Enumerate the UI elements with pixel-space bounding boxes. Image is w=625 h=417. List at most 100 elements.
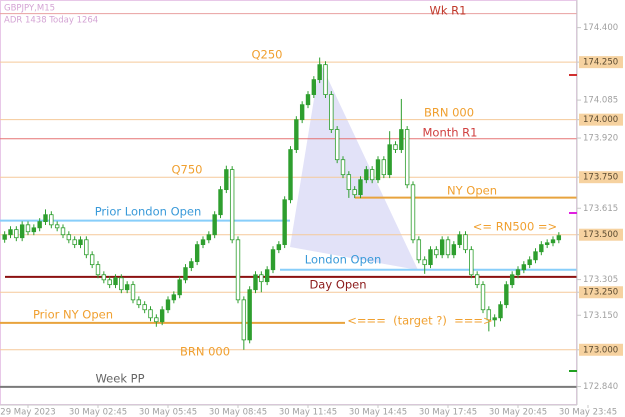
level-label: Week PP: [95, 372, 144, 386]
candle-body: [124, 284, 130, 291]
candle-body: [43, 214, 48, 222]
candle-body: [509, 274, 515, 286]
candle-body: [346, 174, 352, 191]
candle-body: [247, 289, 252, 341]
candle-body: [276, 244, 282, 251]
candle-body: [387, 144, 392, 176]
candle-body: [416, 239, 422, 261]
y-tick-box: [579, 171, 623, 184]
level-label: Month R1: [422, 126, 477, 140]
candle-body: [259, 274, 264, 283]
symbol: GBPJPY,M15: [4, 4, 55, 14]
x-tick-label: 29 May 2023: [0, 408, 55, 417]
y-tick-label: 173.305: [583, 275, 618, 285]
pattern-triangle: [290, 62, 418, 270]
candle-body: [37, 221, 42, 229]
candle-body: [89, 254, 95, 266]
x-tick-label: 30 May 20:45: [489, 408, 547, 417]
candle-body: [159, 309, 165, 323]
candle-body: [399, 129, 404, 150]
candle-body: [544, 242, 550, 246]
y-tick-box: [579, 343, 623, 356]
candle-body: [480, 284, 486, 311]
candle-body: [422, 259, 427, 266]
level-label: BRN 000: [424, 106, 474, 120]
candle-body: [329, 94, 334, 130]
candle-body: [264, 269, 270, 283]
y-tick-box: [579, 228, 623, 241]
candle-body: [527, 259, 532, 266]
candle-body: [218, 189, 223, 216]
candle-body: [165, 299, 171, 311]
candle-body: [463, 234, 468, 251]
candle-body: [142, 304, 147, 311]
candle-body: [235, 239, 241, 301]
candle-body: [270, 249, 276, 271]
candle-body: [428, 249, 433, 266]
candle-body: [486, 309, 492, 321]
candle-body: [183, 267, 188, 281]
y-tick-label: 173.150: [583, 311, 618, 321]
candle-body: [334, 129, 340, 161]
candle-body: [311, 79, 317, 95]
candle-body: [72, 239, 77, 246]
candle-body: [194, 244, 200, 263]
y-tick-label: 172.840: [583, 382, 618, 392]
y-tick-label: 174.000: [583, 115, 618, 125]
level-label: Prior London Open: [95, 205, 202, 219]
candle-body: [49, 214, 54, 226]
candle-body: [317, 64, 322, 81]
y-tick-label: 173.615: [583, 204, 618, 214]
candle-body: [457, 234, 462, 246]
candle-body: [8, 229, 13, 236]
level-label: London Open: [305, 253, 382, 267]
y-tick-label: 174.250: [583, 58, 618, 68]
y-tick-label: 173.500: [583, 230, 618, 240]
candle-body: [323, 64, 328, 95]
candle-body: [31, 227, 37, 233]
candle-body: [340, 159, 346, 176]
candle-body: [212, 214, 217, 236]
candle-body: [299, 104, 305, 121]
candle-body: [107, 279, 112, 286]
level-label: Q250: [251, 48, 282, 62]
y-tick-box: [579, 286, 623, 299]
level-label: <= RN500 =>: [473, 220, 557, 234]
candle-body: [282, 199, 287, 246]
candle-body: [393, 144, 398, 150]
candle-body: [84, 239, 89, 256]
candle-body: [539, 244, 544, 253]
y-tick-box: [579, 113, 623, 126]
candle-body: [25, 224, 31, 233]
candle-body: [550, 239, 556, 244]
candle-body: [253, 274, 258, 291]
level-label: BRN 000: [180, 345, 230, 359]
candle-body: [352, 189, 357, 196]
candle-body: [404, 129, 410, 186]
x-tick-label: 30 May 02:45: [69, 408, 127, 417]
candle-body: [136, 299, 142, 306]
candle-body: [375, 159, 381, 181]
candle-body: [171, 294, 177, 301]
x-tick-label: 30 May 05:45: [139, 408, 197, 417]
candle-body: [492, 317, 497, 321]
candle-body: [19, 224, 25, 239]
candle-body: [294, 119, 299, 150]
level-label: Day Open: [309, 278, 366, 292]
candle-body: [224, 169, 229, 191]
x-tick-label: 30 May 23:45: [559, 408, 617, 417]
x-tick-label: 30 May 11:45: [279, 408, 337, 417]
candle-body: [95, 264, 101, 276]
candle-body: [60, 227, 66, 236]
level-label: Wk R1: [430, 4, 467, 18]
candle-body: [521, 264, 527, 271]
candle-body: [381, 159, 387, 176]
candle-body: [445, 239, 451, 256]
candles: [2, 57, 562, 350]
candle-body: [498, 304, 503, 319]
y-tick-label: 174.400: [583, 23, 618, 33]
level-label: Q750: [171, 163, 202, 177]
annotation: <=== (target ?) ===>: [347, 314, 492, 328]
y-tick-label: 173.250: [583, 288, 618, 298]
